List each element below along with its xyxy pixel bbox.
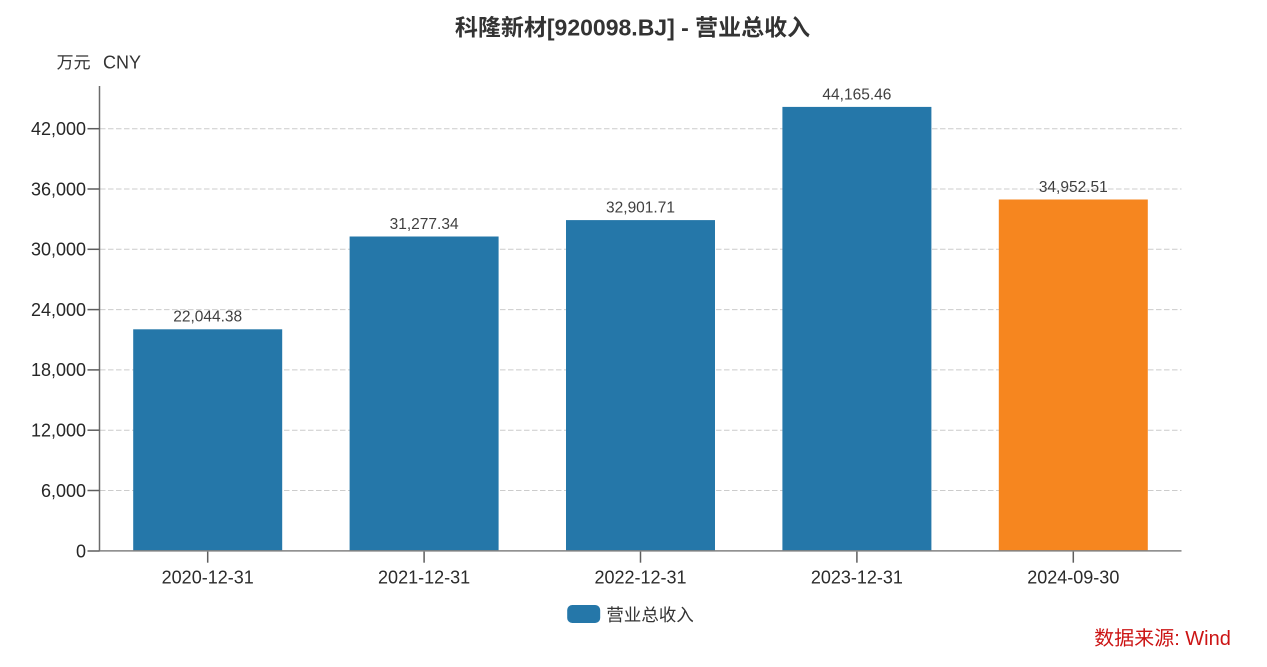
svg-text:34,952.51: 34,952.51: [1039, 179, 1108, 196]
svg-text:24,000: 24,000: [31, 300, 86, 320]
svg-text:[920098.BJ] -: [920098.BJ] -: [547, 15, 689, 41]
svg-text:31,277.34: 31,277.34: [390, 216, 459, 233]
svg-text:2023-12-31: 2023-12-31: [811, 567, 903, 587]
svg-text:12,000: 12,000: [31, 421, 86, 441]
svg-text:42,000: 42,000: [31, 119, 86, 139]
svg-text:CNY: CNY: [103, 52, 141, 72]
svg-text:2022-12-31: 2022-12-31: [594, 567, 686, 587]
svg-text:30,000: 30,000: [31, 240, 86, 260]
svg-text:6,000: 6,000: [41, 481, 86, 501]
svg-text:36,000: 36,000: [31, 179, 86, 199]
svg-text:32,901.71: 32,901.71: [606, 200, 675, 217]
svg-text:2024-09-30: 2024-09-30: [1027, 567, 1119, 587]
svg-text:2021-12-31: 2021-12-31: [378, 567, 470, 587]
svg-text:18,000: 18,000: [31, 360, 86, 380]
svg-text:2020-12-31: 2020-12-31: [162, 567, 254, 587]
svg-text:44,165.46: 44,165.46: [822, 86, 891, 103]
svg-text:22,044.38: 22,044.38: [173, 309, 242, 326]
svg-text:0: 0: [76, 541, 86, 561]
svg-text:: Wind: : Wind: [1174, 628, 1231, 650]
